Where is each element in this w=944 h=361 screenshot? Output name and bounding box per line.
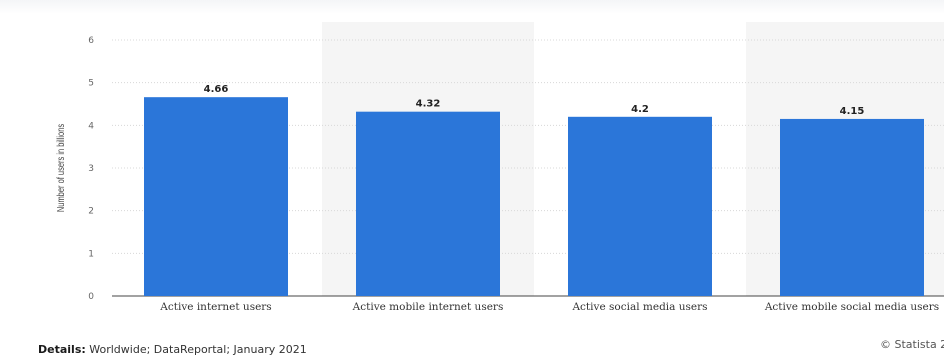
x-tick-label: Active social media users bbox=[571, 301, 707, 313]
y-tick-label: 2 bbox=[88, 207, 94, 217]
x-tick-label: Active internet users bbox=[159, 301, 271, 313]
bar bbox=[568, 116, 712, 296]
data-label: 4.2 bbox=[631, 104, 649, 115]
bar bbox=[356, 111, 500, 297]
y-tick-label: 5 bbox=[88, 79, 94, 89]
data-label: 4.66 bbox=[204, 84, 229, 95]
y-tick-label: 3 bbox=[88, 164, 94, 174]
x-tick-label: Active mobile social media users bbox=[764, 301, 939, 313]
data-label: 4.32 bbox=[416, 99, 441, 110]
y-tick-label: 1 bbox=[88, 249, 94, 259]
x-tick-label: Active mobile internet users bbox=[352, 301, 504, 313]
details-text: Worldwide; DataReportal; January 2021 bbox=[85, 343, 307, 356]
bar bbox=[780, 118, 924, 296]
data-label: 4.15 bbox=[840, 106, 865, 117]
details-footer: Details: Worldwide; DataReportal; Januar… bbox=[38, 343, 307, 356]
y-tick-label: 4 bbox=[88, 121, 94, 131]
y-axis-label: Number of users in billions bbox=[55, 123, 66, 212]
y-tick-label: 0 bbox=[88, 292, 94, 302]
details-label: Details: bbox=[38, 343, 86, 356]
top-shadow-band bbox=[0, 0, 944, 14]
copyright-text: © Statista 2021 bbox=[880, 338, 944, 351]
bar bbox=[144, 97, 288, 296]
y-tick-label: 6 bbox=[88, 36, 94, 46]
